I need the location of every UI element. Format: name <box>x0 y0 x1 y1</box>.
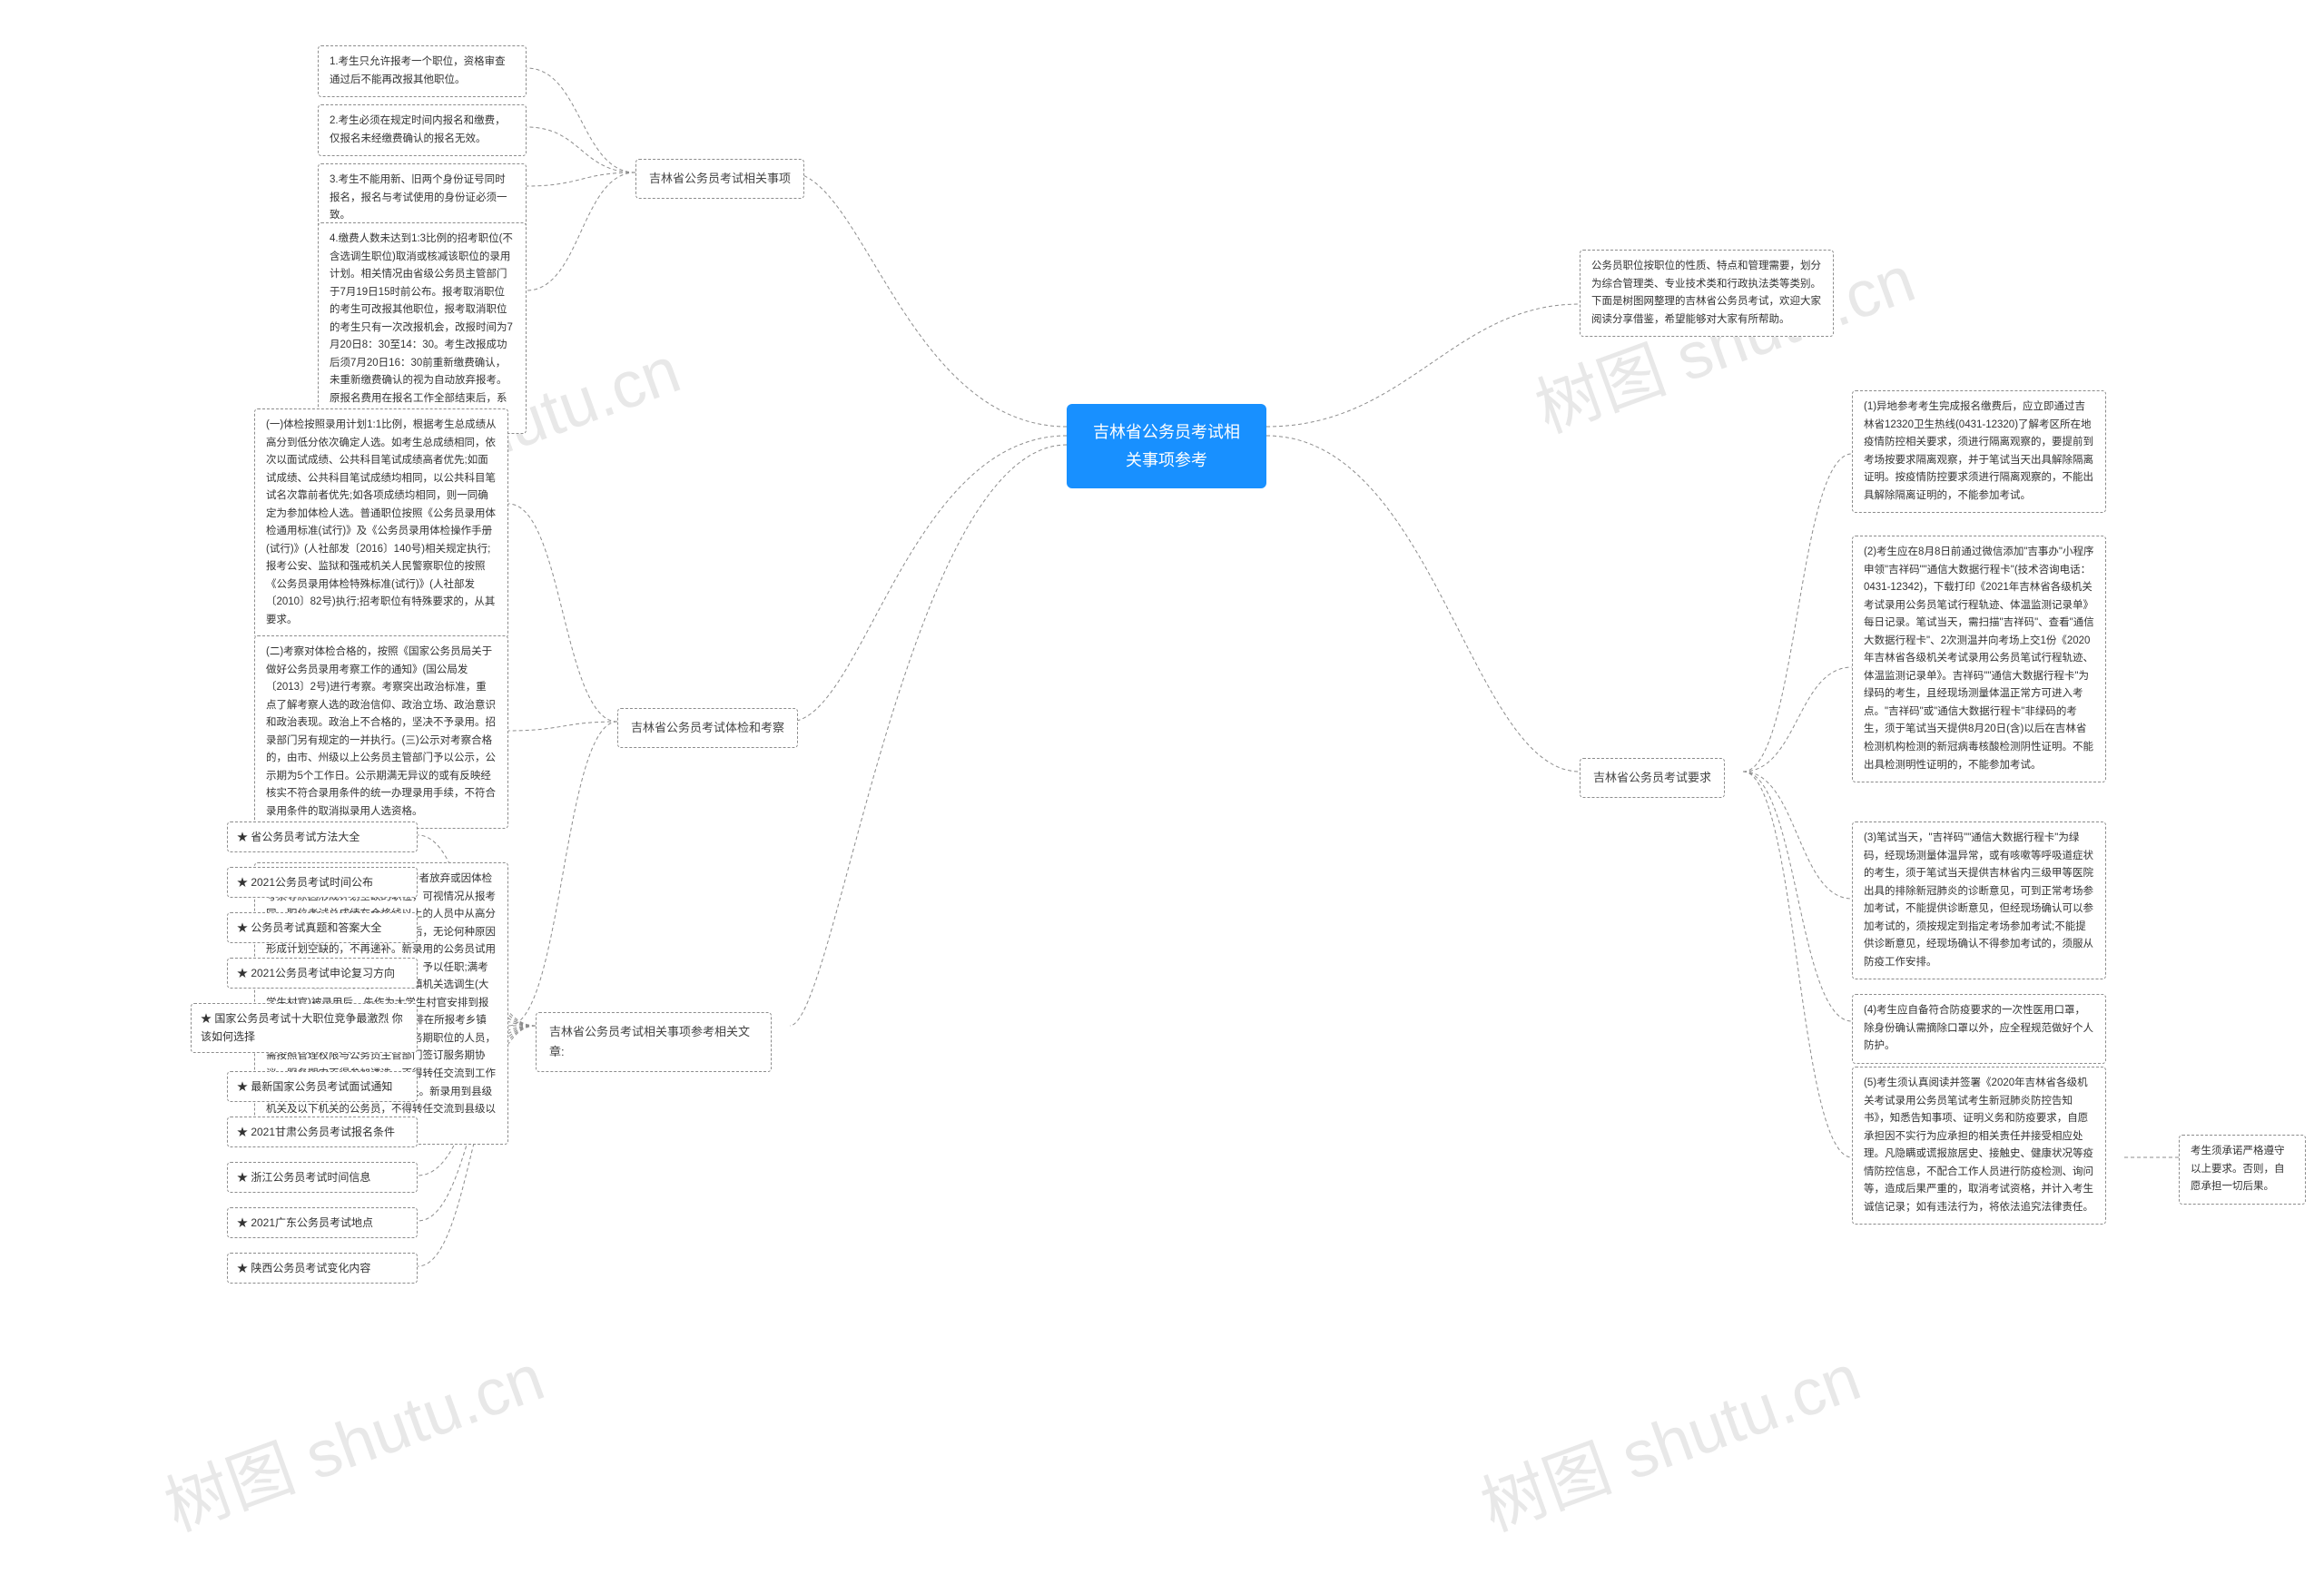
physical-item-text: (二)考察对体检合格的，按照《国家公务员局关于做好公务员录用考察工作的通知》(国… <box>266 646 496 817</box>
branch-requirements: 吉林省公务员考试要求 <box>1580 758 1725 798</box>
matters-item: 4.缴费人数未达到1:3比例的招考职位(不含选调生职位)取消或核减该职位的录用计… <box>318 222 527 434</box>
article-item-text: ★ 2021甘肃公务员考试报名条件 <box>237 1126 395 1138</box>
watermark: 树图 shutu.cn <box>1466 1324 1871 1550</box>
requirements-item: (5)考生须认真阅读并签署《2020年吉林省各级机关考试录用公务员笔试考生新冠肺… <box>1852 1067 2106 1225</box>
article-item-text: ★ 公务员考试真题和答案大全 <box>237 921 381 934</box>
requirements-item: (3)笔试当天，"吉祥码""通信大数据行程卡"为绿码，经现场测量体温异常，或有咳… <box>1852 822 2106 979</box>
intro-text: 公务员职位按职位的性质、特点和管理需要，划分为综合管理类、专业技术类和行政执法类… <box>1591 261 1821 325</box>
matters-item: 2.考生必须在规定时间内报名和缴费，仅报名未经缴费确认的报名无效。 <box>318 104 527 156</box>
article-item: ★ 省公务员考试方法大全 <box>227 822 418 852</box>
article-item: ★ 2021公务员考试申论复习方向 <box>227 958 418 989</box>
article-item-text: ★ 2021广东公务员考试地点 <box>237 1216 373 1229</box>
watermark: 树图 shutu.cn <box>150 1324 555 1550</box>
article-item-text: ★ 陕西公务员考试变化内容 <box>237 1262 370 1274</box>
article-item-text: ★ 2021公务员考试申论复习方向 <box>237 967 395 979</box>
physical-item: (二)考察对体检合格的，按照《国家公务员局关于做好公务员录用考察工作的通知》(国… <box>254 635 508 829</box>
requirements-item-text: (5)考生须认真阅读并签署《2020年吉林省各级机关考试录用公务员笔试考生新冠肺… <box>1864 1077 2093 1213</box>
article-item: ★ 国家公务员考试十大职位竞争最激烈 你该如何选择 <box>191 1003 418 1053</box>
physical-item: (一)体检按照录用计划1:1比例，根据考生总成绩从高分到低分依次确定人选。如考生… <box>254 408 508 638</box>
requirements-item-text: (1)异地参考考生完成报名缴费后，应立即通过吉林省12320卫生热线(0431-… <box>1864 401 2093 501</box>
requirements-item-text: (2)考生应在8月8日前通过微信添加"吉事办"小程序申领"吉祥码""通信大数据行… <box>1864 546 2094 771</box>
requirements-extra: 考生须承诺严格遵守以上要求。否则，自愿承担一切后果。 <box>2179 1135 2306 1205</box>
requirements-item-text: (4)考生应自备符合防疫要求的一次性医用口罩，除身份确认需摘除口罩以外，应全程规… <box>1864 1005 2093 1051</box>
matters-item-text: 2.考生必须在规定时间内报名和缴费，仅报名未经缴费确认的报名无效。 <box>330 115 506 144</box>
matters-item-text: 4.缴费人数未达到1:3比例的招考职位(不含选调生职位)取消或核减该职位的录用计… <box>330 233 513 421</box>
article-item-text: ★ 国家公务员考试十大职位竞争最激烈 你该如何选择 <box>201 1012 403 1043</box>
matters-item-text: 1.考生只允许报考一个职位，资格审查通过后不能再改报其他职位。 <box>330 56 506 85</box>
branch-requirements-label: 吉林省公务员考试要求 <box>1593 771 1711 784</box>
article-item: ★ 陕西公务员考试变化内容 <box>227 1253 418 1284</box>
matters-item-text: 3.考生不能用新、旧两个身份证号同时报名，报名与考试使用的身份证必须一致。 <box>330 174 507 221</box>
requirements-item: (4)考生应自备符合防疫要求的一次性医用口罩，除身份确认需摘除口罩以外，应全程规… <box>1852 994 2106 1064</box>
center-title: 吉林省公务员考试相关事项参考 <box>1093 423 1240 469</box>
article-item: ★ 2021公务员考试时间公布 <box>227 867 418 898</box>
article-item: ★ 公务员考试真题和答案大全 <box>227 912 418 943</box>
branch-articles-label: 吉林省公务员考试相关事项参考相关文章: <box>549 1025 750 1058</box>
article-item-text: ★ 浙江公务员考试时间信息 <box>237 1171 370 1184</box>
article-item: ★ 2021广东公务员考试地点 <box>227 1207 418 1238</box>
branch-matters: 吉林省公务员考试相关事项 <box>635 159 804 199</box>
article-item-text: ★ 省公务员考试方法大全 <box>237 831 359 843</box>
requirements-item: (1)异地参考考生完成报名缴费后，应立即通过吉林省12320卫生热线(0431-… <box>1852 390 2106 513</box>
article-item: ★ 浙江公务员考试时间信息 <box>227 1162 418 1193</box>
requirements-item-text: (3)笔试当天，"吉祥码""通信大数据行程卡"为绿码，经现场测量体温异常，或有咳… <box>1864 832 2093 968</box>
branch-articles: 吉林省公务员考试相关事项参考相关文章: <box>536 1012 772 1072</box>
physical-item-text: (一)体检按照录用计划1:1比例，根据考生总成绩从高分到低分依次确定人选。如考生… <box>266 419 497 625</box>
article-item: ★ 最新国家公务员考试面试通知 <box>227 1071 418 1102</box>
requirements-item: (2)考生应在8月8日前通过微信添加"吉事办"小程序申领"吉祥码""通信大数据行… <box>1852 536 2106 782</box>
requirements-extra-text: 考生须承诺严格遵守以上要求。否则，自愿承担一切后果。 <box>2191 1146 2285 1192</box>
matters-item: 1.考生只允许报考一个职位，资格审查通过后不能再改报其他职位。 <box>318 45 527 97</box>
article-item-text: ★ 最新国家公务员考试面试通知 <box>237 1080 392 1093</box>
branch-physical: 吉林省公务员考试体检和考察 <box>617 708 798 748</box>
center-node: 吉林省公务员考试相关事项参考 <box>1067 404 1266 488</box>
branch-physical-label: 吉林省公务员考试体检和考察 <box>631 721 784 734</box>
article-item-text: ★ 2021公务员考试时间公布 <box>237 876 373 889</box>
branch-matters-label: 吉林省公务员考试相关事项 <box>649 172 791 185</box>
intro-node: 公务员职位按职位的性质、特点和管理需要，划分为综合管理类、专业技术类和行政执法类… <box>1580 250 1834 337</box>
article-item: ★ 2021甘肃公务员考试报名条件 <box>227 1117 418 1147</box>
